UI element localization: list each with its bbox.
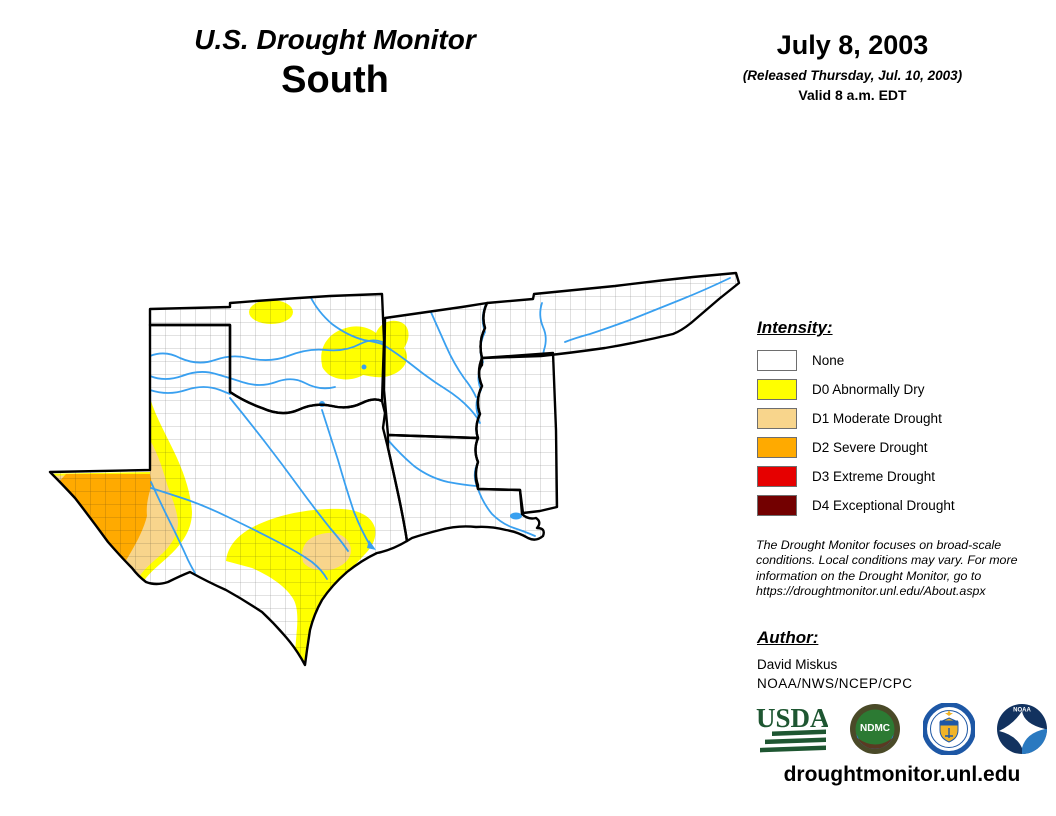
drought-map xyxy=(30,270,750,720)
river-trinity xyxy=(321,409,371,546)
site-url: droughtmonitor.unl.edu xyxy=(783,763,1021,786)
author-org: NOAA/NWS/NCEP/CPC xyxy=(757,676,913,691)
legend-row-d3: D3 Extreme Drought xyxy=(757,466,955,487)
usda-stripe-2 xyxy=(765,737,826,745)
legend-label-d3: D3 Extreme Drought xyxy=(812,469,936,484)
river-red-fork xyxy=(149,371,336,390)
legend-label-d2: D2 Severe Drought xyxy=(812,440,928,455)
river-arkansas-ar xyxy=(381,343,481,424)
lake-eufaula xyxy=(361,364,367,370)
disclaimer-text: The Drought Monitor focuses on broad-sca… xyxy=(756,538,1018,599)
author-name: David Miskus xyxy=(757,657,838,672)
legend-label-d0: D0 Abnormally Dry xyxy=(812,382,925,397)
legend: None D0 Abnormally Dry D1 Moderate Droug… xyxy=(757,350,955,524)
state-borders xyxy=(48,271,741,667)
legend-row-d0: D0 Abnormally Dry xyxy=(757,379,955,400)
lakes xyxy=(319,364,522,550)
ndmc-globe xyxy=(855,709,895,749)
river-tennessee-west xyxy=(539,302,547,356)
usda-stripe-3 xyxy=(760,745,826,753)
commerce-anchor xyxy=(944,728,953,738)
usda-stripe-1 xyxy=(772,729,826,736)
legend-label-d1: D1 Moderate Drought xyxy=(812,411,942,426)
river-brazos xyxy=(229,397,349,552)
region-title: South xyxy=(281,59,389,101)
released-date: (Released Thursday, Jul. 10, 2003) xyxy=(742,68,963,83)
legend-heading: Intensity: xyxy=(757,318,833,337)
ndmc-logo-text: NDMC xyxy=(860,723,890,734)
drought-map-svg xyxy=(48,271,741,667)
river-white xyxy=(429,309,477,398)
legend-row-d1: D1 Moderate Drought xyxy=(757,408,955,429)
legend-swatch-d4 xyxy=(757,495,797,516)
legend-swatch-none xyxy=(757,350,797,371)
river-tennessee-east xyxy=(564,277,731,343)
legend-row-d2: D2 Severe Drought xyxy=(757,437,955,458)
ndmc-soil xyxy=(857,738,893,749)
legend-row-none: None xyxy=(757,350,955,371)
usda-logo-text: USDA xyxy=(756,703,828,733)
legend-label-d4: D4 Exceptional Drought xyxy=(812,498,955,513)
usda-logo: USDA xyxy=(756,703,828,753)
title-block: U.S. Drought Monitor South xyxy=(150,24,520,102)
border-tennessee xyxy=(479,271,741,360)
logo-row: USDA NDMC NOAA xyxy=(756,703,1048,755)
ndmc-logo: NDMC xyxy=(850,704,901,754)
legend-swatch-d1 xyxy=(757,408,797,429)
commerce-eagle xyxy=(944,710,953,716)
date-block: July 8, 2003 (Released Thursday, Jul. 10… xyxy=(700,30,1005,103)
noaa-logo: NOAA xyxy=(996,704,1047,754)
legend-swatch-d3 xyxy=(757,466,797,487)
commerce-seal xyxy=(922,703,975,755)
river-colorado-tx xyxy=(150,487,328,580)
commerce-chief xyxy=(939,720,958,726)
valid-time: Valid 8 a.m. EDT xyxy=(798,87,907,103)
river-arkansas-ok xyxy=(309,295,383,345)
author-heading: Author: xyxy=(757,628,819,647)
legend-swatch-d2 xyxy=(757,437,797,458)
page-title: U.S. Drought Monitor xyxy=(194,24,476,55)
legend-swatch-d0 xyxy=(757,379,797,400)
river-canadian xyxy=(149,339,383,364)
legend-label-none: None xyxy=(812,353,845,368)
river-pecos xyxy=(150,481,196,574)
galveston-bay xyxy=(367,540,376,550)
river-red-louisiana xyxy=(387,439,477,487)
lake-pontchartrain xyxy=(510,512,522,520)
noaa-logo-text: NOAA xyxy=(1013,708,1031,714)
border-mississippi xyxy=(474,351,559,515)
border-oklahoma xyxy=(148,292,386,415)
river-panhandle xyxy=(149,386,231,395)
legend-row-d4: D4 Exceptional Drought xyxy=(757,495,955,516)
noaa-bird xyxy=(998,711,1045,748)
county-lines xyxy=(50,273,739,665)
map-date: July 8, 2003 xyxy=(776,30,929,60)
